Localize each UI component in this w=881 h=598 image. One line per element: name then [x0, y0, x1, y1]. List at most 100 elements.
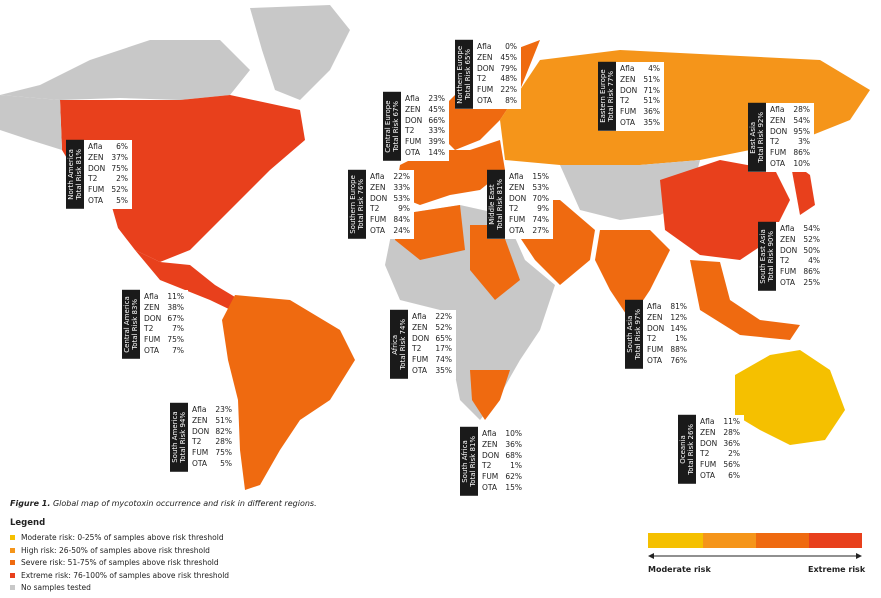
toxin-name: DON	[780, 245, 798, 255]
toxin-value: 75%	[215, 448, 232, 458]
toxin-name: Afla	[770, 105, 785, 114]
toxin-row: OTA 5%	[88, 196, 128, 207]
toxin-row: DON 70%	[509, 194, 549, 205]
region-box: Middle East Total Risk 81% Afla 15% ZEN 53% DO…	[487, 170, 553, 239]
toxin-value: 82%	[215, 426, 232, 436]
legend-label: High risk: 26-50% of samples above risk …	[21, 545, 210, 555]
region-box: South Asia Total Risk 97% Afla 81% ZEN 12% DON…	[625, 300, 691, 369]
toxin-row: T2 51%	[620, 96, 660, 107]
toxin-value: 36%	[505, 439, 522, 449]
toxin-name: FUM	[192, 448, 209, 458]
toxin-row: Afla 23%	[192, 405, 232, 416]
toxin-row: Afla 54%	[780, 224, 820, 235]
toxin-name: ZEN	[482, 439, 498, 449]
region-box: Central America Total Risk 83% Afla 11% ZEN 3…	[122, 290, 188, 359]
legend-label: No samples tested	[21, 583, 91, 592]
toxin-row: FUM 86%	[780, 267, 820, 278]
toxin-name: ZEN	[509, 182, 525, 192]
toxin-name: FUM	[700, 460, 717, 470]
east-africa	[470, 225, 520, 300]
toxin-row: OTA 14%	[405, 148, 445, 159]
toxin-name: FUM	[647, 345, 664, 355]
toxin-row: FUM 86%	[770, 148, 810, 159]
toxin-name: OTA	[144, 345, 160, 355]
toxin-name: OTA	[620, 117, 636, 127]
legend-label: Moderate risk: 0-25% of samples above ri…	[21, 533, 224, 542]
region-label: Oceania Total Risk 26%	[678, 415, 696, 484]
legend-item: Moderate risk: 0-25% of samples above ri…	[10, 533, 224, 542]
toxin-value: 35%	[435, 365, 452, 375]
toxin-name: DON	[770, 126, 788, 136]
scale-low-label: Moderate risk	[648, 565, 711, 574]
toxin-name: DON	[620, 85, 638, 95]
toxin-value: 17%	[435, 344, 452, 354]
toxin-name: Afla	[412, 312, 427, 321]
toxin-name: T2	[405, 126, 415, 136]
toxin-row: T2 1%	[482, 461, 522, 472]
region-total: Total Risk 81%	[496, 178, 504, 230]
toxin-name: T2	[144, 324, 154, 334]
region-name: South America	[171, 411, 179, 464]
toxin-name: T2	[477, 74, 487, 84]
toxin-name: ZEN	[88, 152, 104, 162]
toxin-value: 86%	[793, 148, 810, 158]
toxin-name: OTA	[509, 225, 525, 235]
toxin-value: 52%	[803, 234, 820, 244]
toxin-row: Afla 4%	[620, 64, 660, 75]
region-box: North America Total Risk 81% Afla 6% ZEN 37% D…	[66, 140, 132, 209]
toxin-row: T2 7%	[144, 324, 184, 335]
toxin-row: ZEN 45%	[477, 53, 517, 64]
toxin-row: ZEN 33%	[370, 183, 410, 194]
alaska	[0, 95, 62, 150]
toxin-table: Afla 11% ZEN 28% DON 36% T2 2% FUM 56% OTA 6%	[696, 415, 744, 484]
toxin-value: 14%	[670, 323, 687, 333]
toxin-row: DON 79%	[477, 64, 517, 75]
toxin-name: OTA	[405, 147, 421, 157]
toxin-value: 74%	[532, 215, 549, 225]
toxin-value: 51%	[643, 96, 660, 106]
toxin-name: FUM	[412, 355, 429, 365]
toxin-table: Afla 28% ZEN 54% DON 95% T2 3% FUM 86% OTA 10%	[766, 103, 814, 172]
scale-severe	[756, 533, 809, 548]
region-total: Total Risk 81%	[75, 148, 83, 200]
toxin-value: 33%	[428, 126, 445, 136]
toxin-name: OTA	[192, 458, 208, 468]
toxin-value: 28%	[723, 427, 740, 437]
toxin-row: Afla 10%	[482, 429, 522, 440]
toxin-value: 56%	[723, 460, 740, 470]
toxin-row: ZEN 45%	[405, 105, 445, 116]
toxin-name: DON	[144, 313, 162, 323]
toxin-name: ZEN	[620, 74, 636, 84]
legend-item: No samples tested	[10, 583, 91, 592]
region-box: East Asia Total Risk 92% Afla 28% ZEN 54% DON 9…	[748, 103, 814, 172]
toxin-name: Afla	[88, 142, 103, 151]
region-total: Total Risk 92%	[757, 111, 765, 163]
toxin-value: 62%	[505, 472, 522, 482]
toxin-name: T2	[370, 204, 380, 214]
toxin-row: T2 9%	[509, 204, 549, 215]
toxin-row: T2 9%	[370, 204, 410, 215]
toxin-name: T2	[88, 174, 98, 184]
region-name: Central Europe	[384, 100, 392, 153]
region-name: Central America	[123, 296, 131, 353]
toxin-name: Afla	[647, 302, 662, 311]
toxin-value: 15%	[532, 172, 549, 181]
toxin-value: 3%	[798, 137, 810, 147]
toxin-name: FUM	[370, 215, 387, 225]
toxin-value: 1%	[675, 334, 687, 344]
legend-label: Extreme risk: 76-100% of samples above r…	[21, 570, 230, 580]
toxin-value: 54%	[803, 224, 820, 233]
legend-title: Legend	[10, 518, 46, 528]
toxin-row: Afla 0%	[477, 42, 517, 53]
region-box: Central Europe Total Risk 67% Afla 23% ZEN 45…	[383, 92, 449, 161]
toxin-name: Afla	[700, 417, 715, 426]
caption-text: Global map of mycotoxin occurrence and r…	[52, 499, 317, 508]
region-label: Africa Total Risk 74%	[390, 310, 408, 379]
toxin-value: 70%	[532, 193, 549, 203]
toxin-value: 95%	[793, 126, 810, 136]
toxin-table: Afla 10% ZEN 36% DON 68% T2 1% FUM 62% OTA 15%	[478, 427, 526, 496]
region-label: Middle East Total Risk 81%	[487, 170, 505, 239]
toxin-value: 15%	[505, 482, 522, 492]
